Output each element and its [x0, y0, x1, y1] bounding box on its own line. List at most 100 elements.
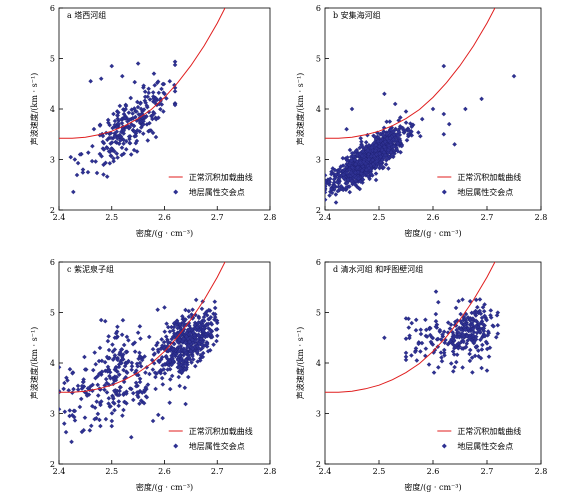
- data-point: [61, 386, 66, 392]
- data-point: [150, 367, 156, 372]
- plot-area: [325, 8, 517, 205]
- data-point: [334, 179, 340, 185]
- data-point: [107, 122, 112, 128]
- loading-curve-line: [59, 262, 226, 393]
- data-point: [213, 327, 219, 332]
- data-point: [94, 399, 100, 404]
- data-point: [124, 391, 129, 396]
- data-point: [331, 177, 337, 182]
- data-point: [366, 151, 372, 157]
- data-point: [447, 326, 453, 331]
- data-point: [398, 115, 403, 120]
- data-point: [478, 311, 484, 316]
- data-point: [358, 179, 363, 184]
- data-point: [208, 332, 214, 337]
- data-point: [458, 311, 463, 317]
- data-point: [112, 353, 118, 358]
- panel-title: b 安集海河组: [333, 10, 381, 20]
- data-point: [88, 78, 93, 84]
- data-point: [436, 365, 441, 370]
- data-point: [183, 401, 188, 407]
- data-point: [137, 401, 142, 407]
- data-point: [89, 158, 95, 164]
- data-point: [383, 162, 389, 167]
- data-point: [200, 350, 206, 356]
- y-tick-label: 4: [50, 359, 55, 368]
- data-point: [325, 172, 328, 178]
- data-point: [115, 116, 121, 122]
- data-point: [440, 332, 445, 337]
- data-point: [419, 116, 425, 122]
- data-point: [117, 103, 123, 109]
- data-point: [192, 363, 198, 369]
- y-tick-label: 6: [50, 4, 55, 13]
- data-point: [159, 354, 165, 360]
- data-point: [451, 352, 457, 357]
- data-point: [59, 364, 62, 370]
- data-point: [208, 314, 214, 320]
- data-point: [136, 356, 141, 362]
- data-point: [75, 387, 81, 392]
- data-point: [162, 91, 167, 97]
- data-point: [126, 337, 131, 343]
- data-point: [198, 323, 203, 329]
- data-point: [108, 375, 113, 381]
- y-tick-label: 3: [316, 410, 321, 419]
- data-point: [354, 175, 359, 181]
- data-point: [344, 126, 349, 132]
- data-point: [141, 107, 147, 112]
- data-point: [479, 315, 485, 321]
- data-point: [185, 336, 191, 342]
- y-tick-label: 3: [50, 410, 55, 419]
- data-point: [453, 359, 459, 365]
- data-point: [397, 138, 403, 144]
- data-point: [182, 348, 188, 353]
- data-point: [111, 111, 116, 117]
- data-point: [141, 83, 146, 89]
- data-point: [94, 170, 100, 176]
- data-point: [488, 315, 494, 320]
- data-point: [99, 369, 105, 375]
- data-point: [130, 111, 135, 116]
- data-point: [116, 141, 122, 147]
- data-point: [102, 318, 108, 324]
- y-tick-label: 4: [50, 105, 55, 114]
- data-point: [130, 397, 136, 403]
- data-point: [119, 152, 125, 158]
- data-point: [93, 361, 99, 367]
- data-point: [144, 103, 150, 109]
- data-point: [433, 324, 439, 329]
- data-point: [473, 344, 479, 350]
- data-point: [115, 121, 121, 126]
- data-point: [200, 345, 205, 351]
- data-point: [456, 334, 462, 340]
- data-point: [177, 337, 182, 343]
- data-point: [101, 172, 106, 177]
- data-point: [382, 139, 388, 145]
- data-point: [165, 367, 171, 372]
- data-point: [153, 134, 159, 140]
- data-point: [384, 131, 390, 137]
- data-point: [62, 380, 67, 386]
- data-point: [146, 109, 152, 115]
- data-point: [467, 335, 472, 341]
- data-point: [119, 73, 125, 79]
- y-tick-label: 5: [316, 309, 321, 318]
- data-point: [172, 89, 178, 94]
- data-point: [120, 413, 125, 418]
- data-point: [187, 339, 193, 345]
- legend-line-label: 正常沉积加载曲线: [189, 426, 253, 436]
- data-point: [128, 152, 134, 157]
- data-point: [111, 156, 116, 161]
- data-point: [106, 149, 112, 154]
- data-point: [153, 374, 158, 380]
- data-point: [142, 89, 148, 95]
- data-point: [214, 318, 219, 323]
- data-point: [167, 386, 173, 392]
- data-point: [147, 371, 152, 377]
- data-point: [176, 361, 181, 366]
- data-point: [332, 167, 338, 173]
- data-point: [375, 138, 381, 144]
- data-point: [72, 408, 78, 414]
